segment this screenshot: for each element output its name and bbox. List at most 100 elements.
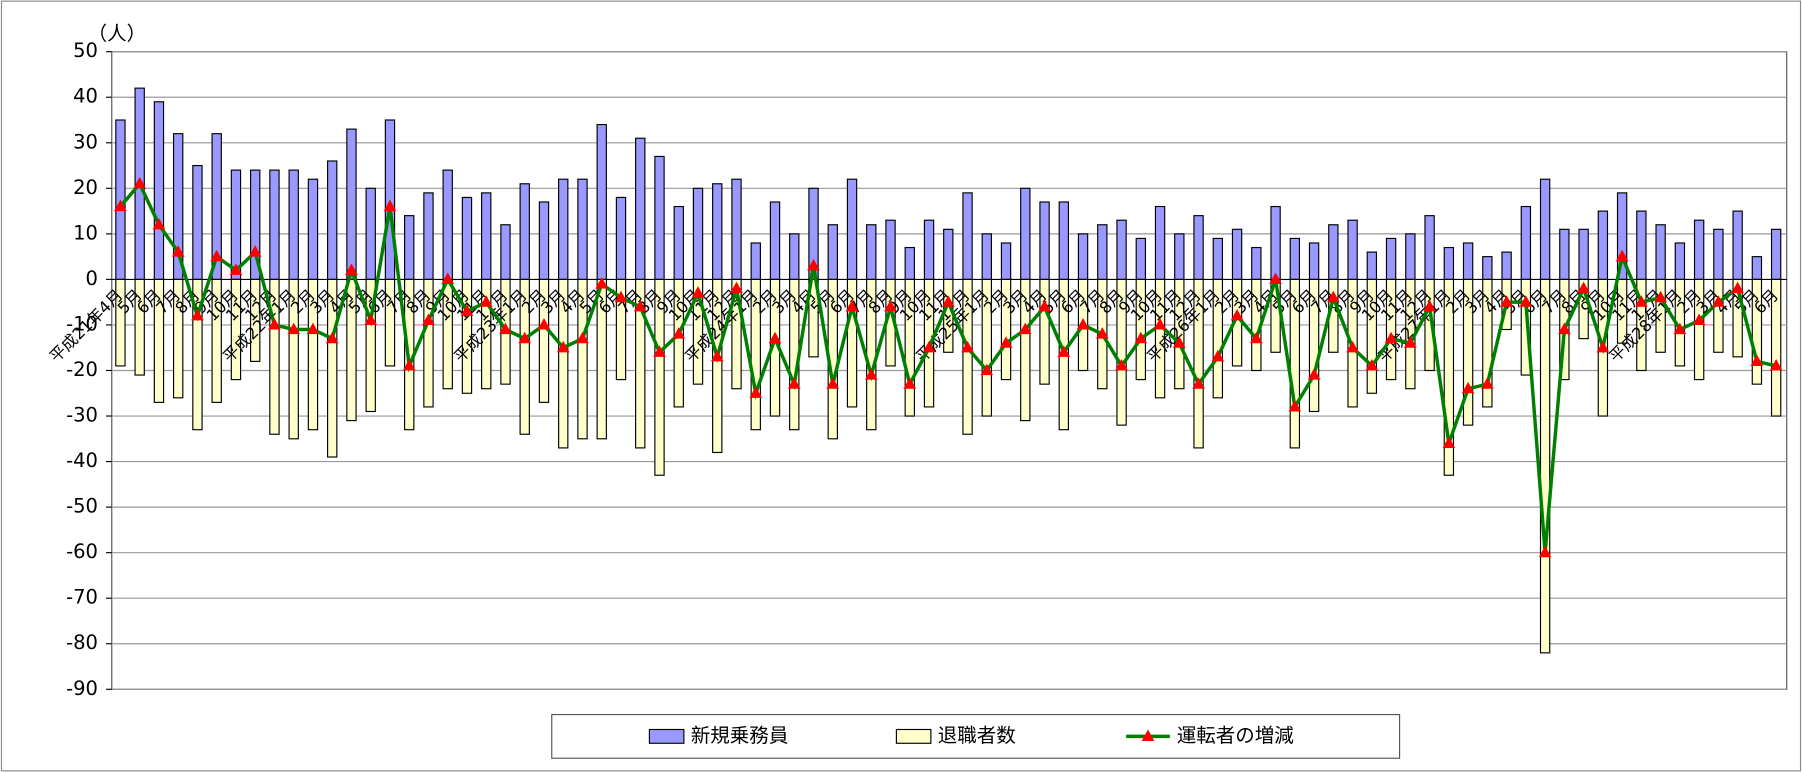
bar [1636,278,1647,372]
bar [981,278,992,417]
marker [1404,336,1417,348]
marker [961,340,974,353]
bar [288,169,299,280]
bar [346,128,357,280]
marker [1615,249,1629,262]
bar [712,278,723,454]
bar [481,192,492,280]
y-tick-label: -70 [66,586,98,609]
bar [1077,233,1089,280]
bar [327,160,338,280]
bar [1116,278,1127,426]
bar [558,278,569,449]
marker [1654,290,1667,303]
bar [307,278,319,431]
marker [1500,295,1513,307]
bar [346,278,357,422]
bar [1713,278,1724,353]
bar [731,278,742,390]
marker [1038,299,1051,312]
bar [1193,278,1204,449]
marker [1481,377,1494,389]
bar [1578,228,1589,280]
bar [1212,278,1224,399]
bar [1443,278,1455,476]
marker [1018,322,1032,335]
bar [885,219,896,280]
marker [1442,436,1456,448]
bar [1539,278,1551,654]
bar [153,278,165,403]
marker [460,304,474,316]
legend-label: 退職者数 [938,724,1016,747]
marker [1384,331,1398,344]
bar [635,137,646,280]
marker [1346,340,1359,353]
marker [210,249,224,262]
marker [1211,349,1225,362]
bar [538,201,550,280]
bar [615,278,627,381]
bar [1193,215,1204,280]
bar [866,224,877,280]
bar [153,101,165,280]
y-tick-label: 30 [73,130,98,153]
bar [1713,228,1724,280]
marker [1596,340,1610,353]
bar [846,178,858,280]
marker [768,331,782,344]
marker [1731,281,1744,294]
bar [1636,210,1647,280]
bar [596,123,607,280]
marker [845,299,859,312]
bar [1462,278,1474,426]
bar [172,278,184,399]
marker [710,349,724,362]
bar [423,278,434,408]
bar [846,278,858,408]
bar [808,278,819,358]
bar [500,224,511,280]
bar [384,278,396,367]
marker [614,290,628,303]
bar [1212,237,1224,280]
bar [1000,278,1012,381]
bar [1174,278,1185,390]
bar [1251,246,1262,280]
bar [1097,224,1108,280]
marker [518,331,532,344]
marker [1115,359,1128,371]
marker [941,295,955,307]
marker [422,313,435,325]
bar [538,278,550,403]
marker [999,336,1013,348]
bar [1366,278,1378,394]
bar [635,278,646,449]
bar [1020,278,1031,422]
bar [365,187,376,280]
bar [1539,178,1551,280]
marker [595,277,609,289]
marker [1095,327,1109,339]
bar [1501,251,1512,280]
bar [269,278,280,435]
marker [826,377,840,389]
bar [1693,219,1705,280]
marker [325,331,339,344]
bar [1347,219,1358,280]
bar [712,183,723,280]
marker [807,258,820,271]
y-tick-label: 50 [73,39,98,62]
bar [327,278,338,458]
bar [1520,278,1532,376]
marker [1269,272,1282,285]
bar [365,278,376,413]
bar [1424,278,1435,372]
bar [134,278,145,376]
y-tick-label: -90 [66,677,98,700]
bar [904,278,915,417]
bar [269,169,280,280]
bar [577,278,588,440]
bar [211,278,222,403]
